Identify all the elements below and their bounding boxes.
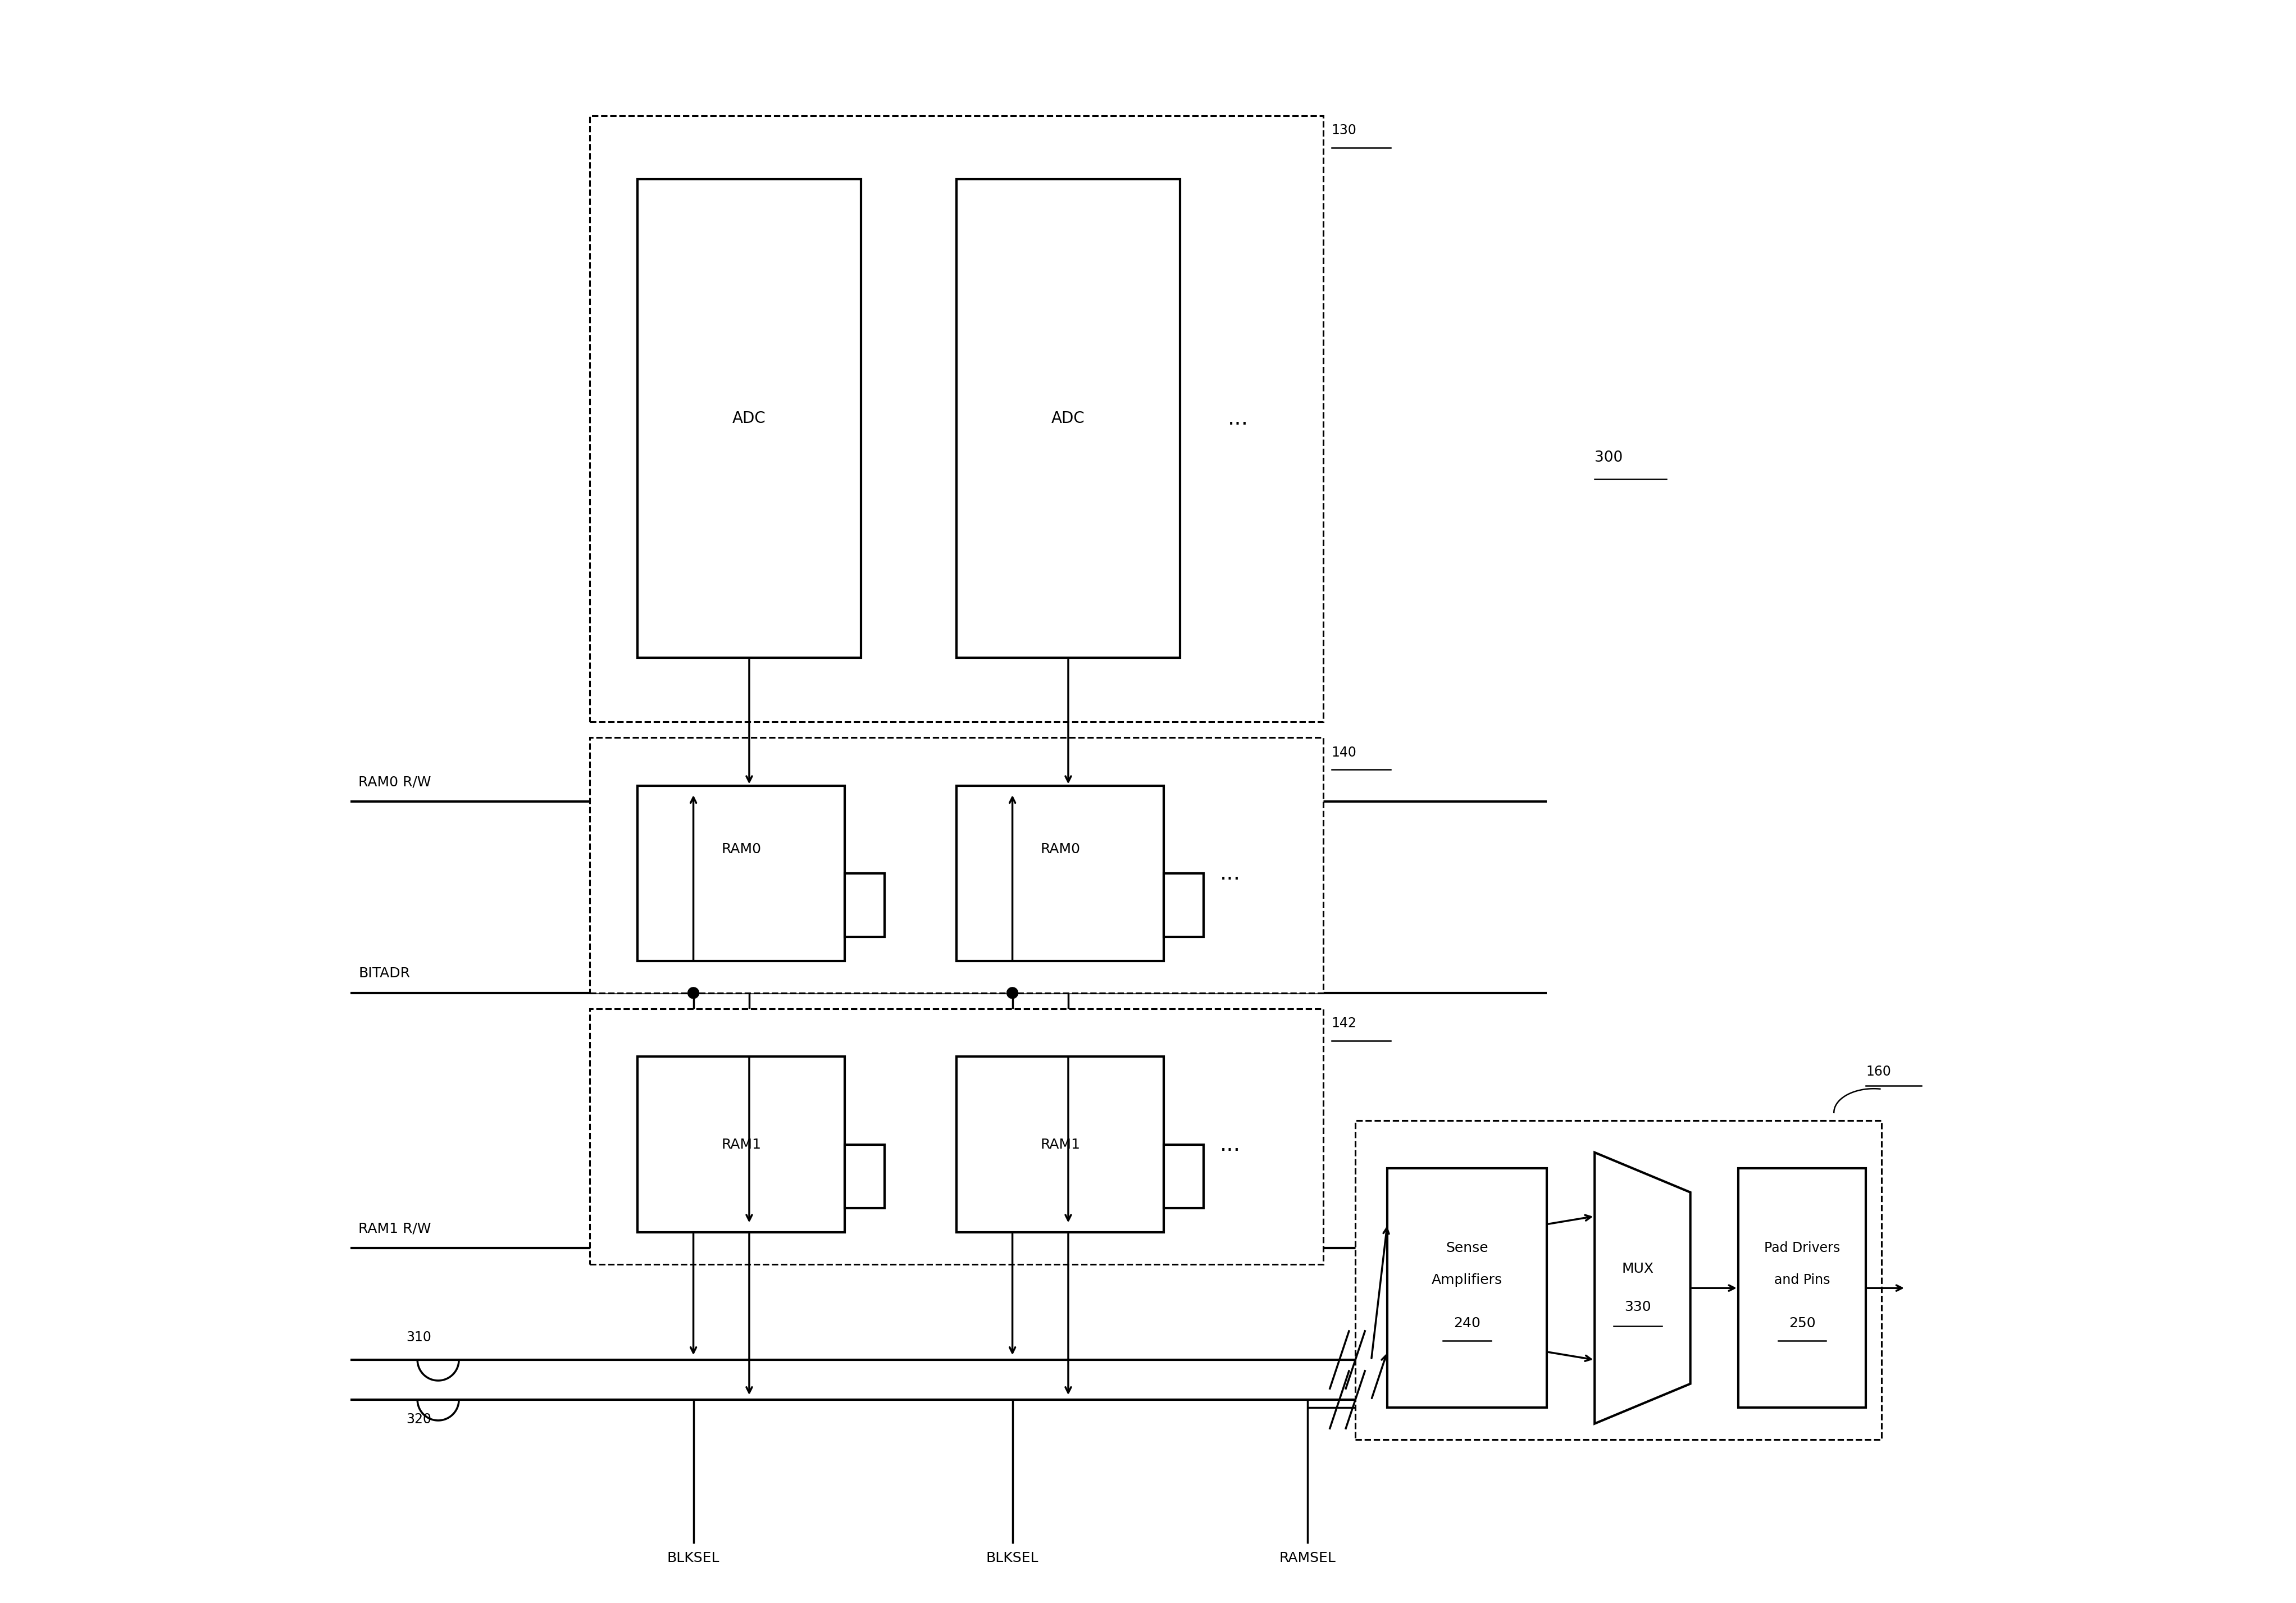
Bar: [638, 785, 845, 962]
Text: Amplifiers: Amplifiers: [1433, 1273, 1502, 1287]
Text: 250: 250: [1789, 1316, 1816, 1330]
Text: 160: 160: [1867, 1064, 1892, 1079]
Text: ...: ...: [1228, 409, 1249, 430]
Bar: [1387, 1169, 1548, 1407]
Bar: [590, 737, 1322, 992]
Text: MUX: MUX: [1621, 1262, 1653, 1276]
Bar: [957, 180, 1180, 657]
Text: 142: 142: [1332, 1016, 1357, 1031]
Bar: [1738, 1169, 1867, 1407]
Text: RAM1: RAM1: [1040, 1138, 1079, 1151]
Text: BLKSEL: BLKSEL: [987, 1552, 1038, 1565]
Text: RAMSEL: RAMSEL: [1279, 1552, 1336, 1565]
Text: ...: ...: [1219, 862, 1240, 883]
Bar: [957, 1056, 1164, 1233]
Text: 330: 330: [1623, 1300, 1651, 1314]
Circle shape: [689, 987, 698, 999]
Circle shape: [1008, 987, 1017, 999]
Text: 140: 140: [1332, 745, 1357, 760]
Text: RAM1: RAM1: [721, 1138, 762, 1151]
Bar: [957, 785, 1164, 962]
Text: RAM0: RAM0: [1040, 843, 1079, 856]
Text: 240: 240: [1453, 1316, 1481, 1330]
Text: and Pins: and Pins: [1775, 1273, 1830, 1287]
Bar: [1164, 874, 1203, 938]
Text: RAM1 R/W: RAM1 R/W: [358, 1221, 432, 1236]
Text: ADC: ADC: [1052, 410, 1086, 426]
Text: BLKSEL: BLKSEL: [668, 1552, 719, 1565]
Text: 320: 320: [406, 1412, 432, 1427]
Bar: [1355, 1120, 1883, 1439]
Bar: [845, 1145, 884, 1209]
Text: RAM0: RAM0: [721, 843, 762, 856]
Text: 300: 300: [1596, 450, 1623, 465]
Text: Sense: Sense: [1446, 1241, 1488, 1255]
Text: ADC: ADC: [732, 410, 767, 426]
Text: Pad Drivers: Pad Drivers: [1763, 1241, 1839, 1255]
Bar: [1164, 1145, 1203, 1209]
Text: RAM0 R/W: RAM0 R/W: [358, 776, 432, 789]
Text: BITADR: BITADR: [358, 967, 411, 979]
Bar: [590, 115, 1322, 721]
Bar: [590, 1008, 1322, 1265]
Text: ...: ...: [1219, 1133, 1240, 1156]
Bar: [845, 874, 884, 938]
Bar: [638, 180, 861, 657]
Text: 130: 130: [1332, 123, 1357, 136]
Bar: [638, 1056, 845, 1233]
Text: 310: 310: [406, 1330, 432, 1343]
